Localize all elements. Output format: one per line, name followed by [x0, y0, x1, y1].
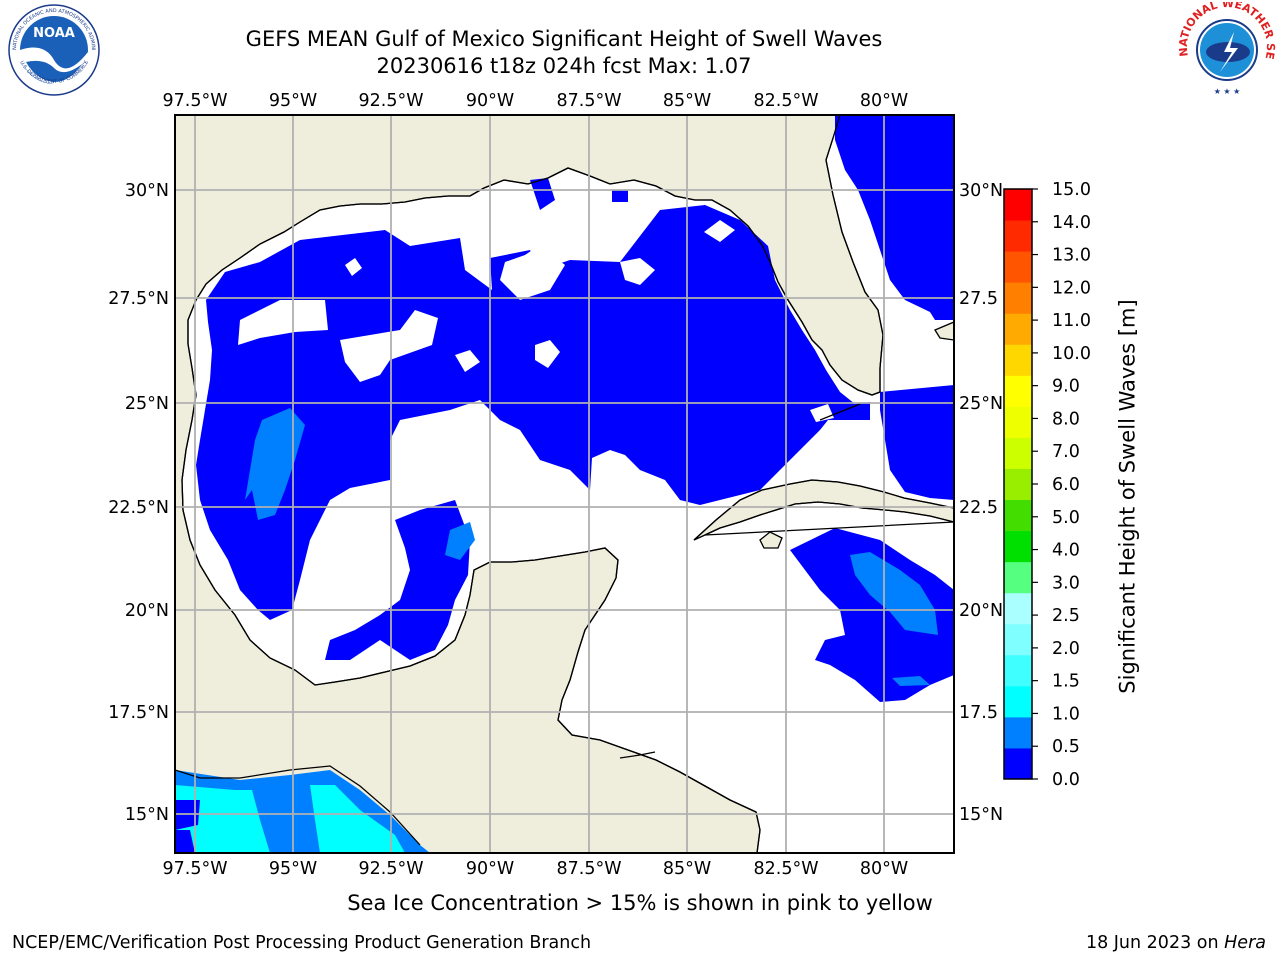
colorbar-tick-label: 10.0 [1052, 344, 1091, 364]
colorbar-segment [1004, 282, 1032, 314]
colorbar-segment [1004, 499, 1032, 532]
colorbar-segment [1004, 716, 1032, 749]
colorbar-tick-label: 3.0 [1052, 573, 1080, 593]
colorbar-tick-label: 2.5 [1052, 606, 1080, 626]
map-frame [174, 114, 955, 854]
lon-tick-top: 85°W [663, 91, 711, 111]
swell-band-0.5-1.0 [245, 408, 938, 686]
svg-text:★ ★ ★: ★ ★ ★ [1214, 87, 1241, 96]
colorbar-tick-label: 5.0 [1052, 508, 1080, 528]
lat-tick-left: 27.5°N [108, 289, 169, 309]
footer-date-text: 18 Jun 2023 on [1085, 933, 1225, 953]
lon-tick-top: 92.5°W [358, 91, 423, 111]
pacific-swell [175, 770, 430, 853]
colorbar-tick-label: 15.0 [1052, 180, 1091, 200]
lat-tick-right: 20°N [959, 601, 1003, 621]
lat-tick-right: 22.5 [959, 498, 998, 518]
swell-field [196, 115, 954, 702]
colorbar-segment [1004, 344, 1032, 376]
coastline [175, 115, 954, 853]
colorbar-segment [1004, 530, 1032, 563]
colorbar-tick-label: 12.0 [1052, 278, 1091, 298]
colorbar-tick-label: 14.0 [1052, 213, 1091, 233]
lon-tick-top: 90°W [466, 91, 514, 111]
lon-tick-top: 82.5°W [753, 91, 818, 111]
colorbar-tick-label: 4.0 [1052, 541, 1080, 561]
colorbar-tick-label: 9.0 [1052, 377, 1080, 397]
colorbar-segment [1004, 313, 1032, 345]
lon-tick-bottom: 92.5°W [358, 859, 423, 879]
colorbar-tick-label: 0.0 [1052, 770, 1080, 790]
lat-tick-left: 20°N [125, 601, 169, 621]
lat-tick-right: 15°N [959, 805, 1003, 825]
lat-tick-right: 27.5 [959, 289, 998, 309]
footer-host: Hera [1224, 933, 1266, 953]
lon-tick-bottom: 95°W [269, 859, 317, 879]
chart-title: GEFS MEAN Gulf of Mexico Significant Hei… [245, 27, 883, 51]
colorbar-tick-label: 0.5 [1052, 737, 1080, 757]
sea-ice-caption: Sea Ice Concentration > 15% is shown in … [347, 891, 933, 915]
lat-tick-left: 17.5°N [108, 703, 169, 723]
lon-tick-bottom: 85°W [663, 859, 711, 879]
colorbar-tick-label: 8.0 [1052, 409, 1080, 429]
colorbar-segment [1004, 220, 1032, 252]
lat-tick-left: 25°N [125, 394, 169, 414]
colorbar-tick-label: 13.0 [1052, 246, 1091, 266]
lon-tick-bottom: 87.5°W [556, 859, 621, 879]
colorbar-tick-label: 11.0 [1052, 311, 1091, 331]
lat-tick-right: 17.5 [959, 703, 998, 723]
colorbar-segment [1004, 592, 1032, 625]
lat-tick-left: 30°N [125, 181, 169, 201]
colorbar-tick-label: 7.0 [1052, 442, 1080, 462]
noaa-logo: NOAA NATIONAL OCEANIC AND ATMOSPHERIC AD… [4, 2, 100, 96]
colorbar-segment [1004, 437, 1032, 469]
lon-tick-top: 80°W [860, 91, 908, 111]
graticule [175, 115, 954, 853]
lat-tick-right: 30°N [959, 181, 1003, 201]
lon-tick-bottom: 80°W [860, 859, 908, 879]
colorbar-segment [1004, 189, 1032, 221]
footer-date: 18 Jun 2023 on Hera [1086, 933, 1266, 953]
lon-tick-bottom: 97.5°W [162, 859, 227, 879]
colorbar-segment [1004, 561, 1032, 594]
lon-tick-top: 87.5°W [556, 91, 621, 111]
lon-tick-top: 97.5°W [162, 91, 227, 111]
nws-logo: NATIONAL WEATHER SERVICE ★ ★ ★ [1176, 2, 1277, 96]
colorbar-segment [1004, 251, 1032, 283]
colorbar: 0.0 0.5 1.0 1.5 2.0 2.5 3.0 4.0 5.0 6.0 7.0 8.0 9.0 1… [1003, 180, 1091, 790]
colorbar-tick-label: 1.0 [1052, 704, 1080, 724]
colorbar-tick-label: 6.0 [1052, 475, 1080, 495]
footer-credit: NCEP/EMC/Verification Post Processing Pr… [12, 933, 592, 953]
lat-tick-right: 25°N [959, 394, 1003, 414]
colorbar-segment [1004, 468, 1032, 501]
colorbar-segment [1004, 685, 1032, 718]
lat-tick-left: 15°N [125, 805, 169, 825]
colorbar-segment [1004, 623, 1032, 656]
lon-tick-bottom: 90°W [466, 859, 514, 879]
colorbar-tick-label: 2.0 [1052, 639, 1080, 659]
lon-tick-top: 95°W [269, 91, 317, 111]
noaa-wordmark: NOAA [33, 26, 75, 41]
chart-subtitle: 20230616 t18z 024h fcst Max: 1.07 [376, 54, 752, 78]
colorbar-segment [1004, 747, 1032, 780]
lat-tick-left: 22.5°N [108, 498, 169, 518]
colorbar-segment [1004, 406, 1032, 438]
calm-patches [238, 220, 834, 422]
lon-tick-bottom: 82.5°W [753, 859, 818, 879]
colorbar-tick-label: 1.5 [1052, 672, 1080, 692]
colorbar-segment [1004, 375, 1032, 407]
colorbar-label: Significant Height of Swell Waves [m] [1115, 299, 1140, 694]
colorbar-segment [1004, 654, 1032, 687]
